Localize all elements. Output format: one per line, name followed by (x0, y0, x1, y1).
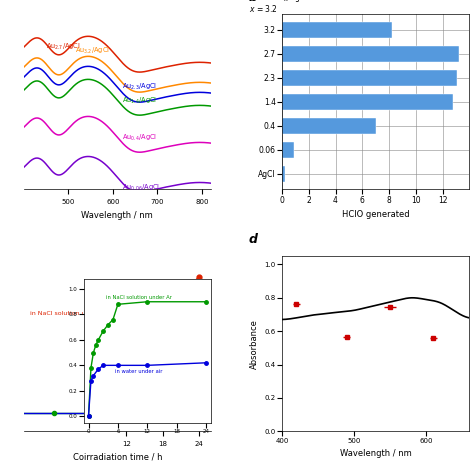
Text: b: b (248, 0, 257, 4)
Bar (282, 70, 457, 86)
X-axis label: Coirradiation time / h: Coirradiation time / h (73, 453, 162, 462)
Text: in NaCl solution under air: in NaCl solution under air (30, 311, 110, 316)
Text: Au$_{2.7}$/AgCl: Au$_{2.7}$/AgCl (46, 42, 81, 52)
Y-axis label: Absorbance: Absorbance (250, 319, 259, 369)
X-axis label: Wavelength / nm: Wavelength / nm (82, 211, 153, 220)
X-axis label: HClO generated: HClO generated (342, 210, 410, 219)
Text: Au$_{0.4}$/AgCl: Au$_{0.4}$/AgCl (122, 132, 157, 143)
Bar (282, 166, 285, 182)
Bar (282, 118, 376, 134)
Text: Au$_{1.4}$/AgCl: Au$_{1.4}$/AgCl (122, 96, 157, 107)
Bar (282, 94, 453, 109)
Text: Au$_{3.2}$/AgCl: Au$_{3.2}$/AgCl (75, 46, 110, 56)
X-axis label: Wavelength / nm: Wavelength / nm (340, 449, 411, 458)
Bar (282, 142, 294, 157)
Text: Au$_{0.06}$/AgCl: Au$_{0.06}$/AgCl (122, 182, 160, 192)
Text: Au$_{2.3}$/AgCl: Au$_{2.3}$/AgCl (122, 82, 157, 92)
Text: $x$ = 3.2: $x$ = 3.2 (249, 3, 278, 15)
Bar (282, 46, 458, 62)
Text: d: d (248, 233, 257, 246)
Text: Au$_x$/AgCl: Au$_x$/AgCl (273, 0, 308, 4)
Bar (282, 22, 392, 38)
